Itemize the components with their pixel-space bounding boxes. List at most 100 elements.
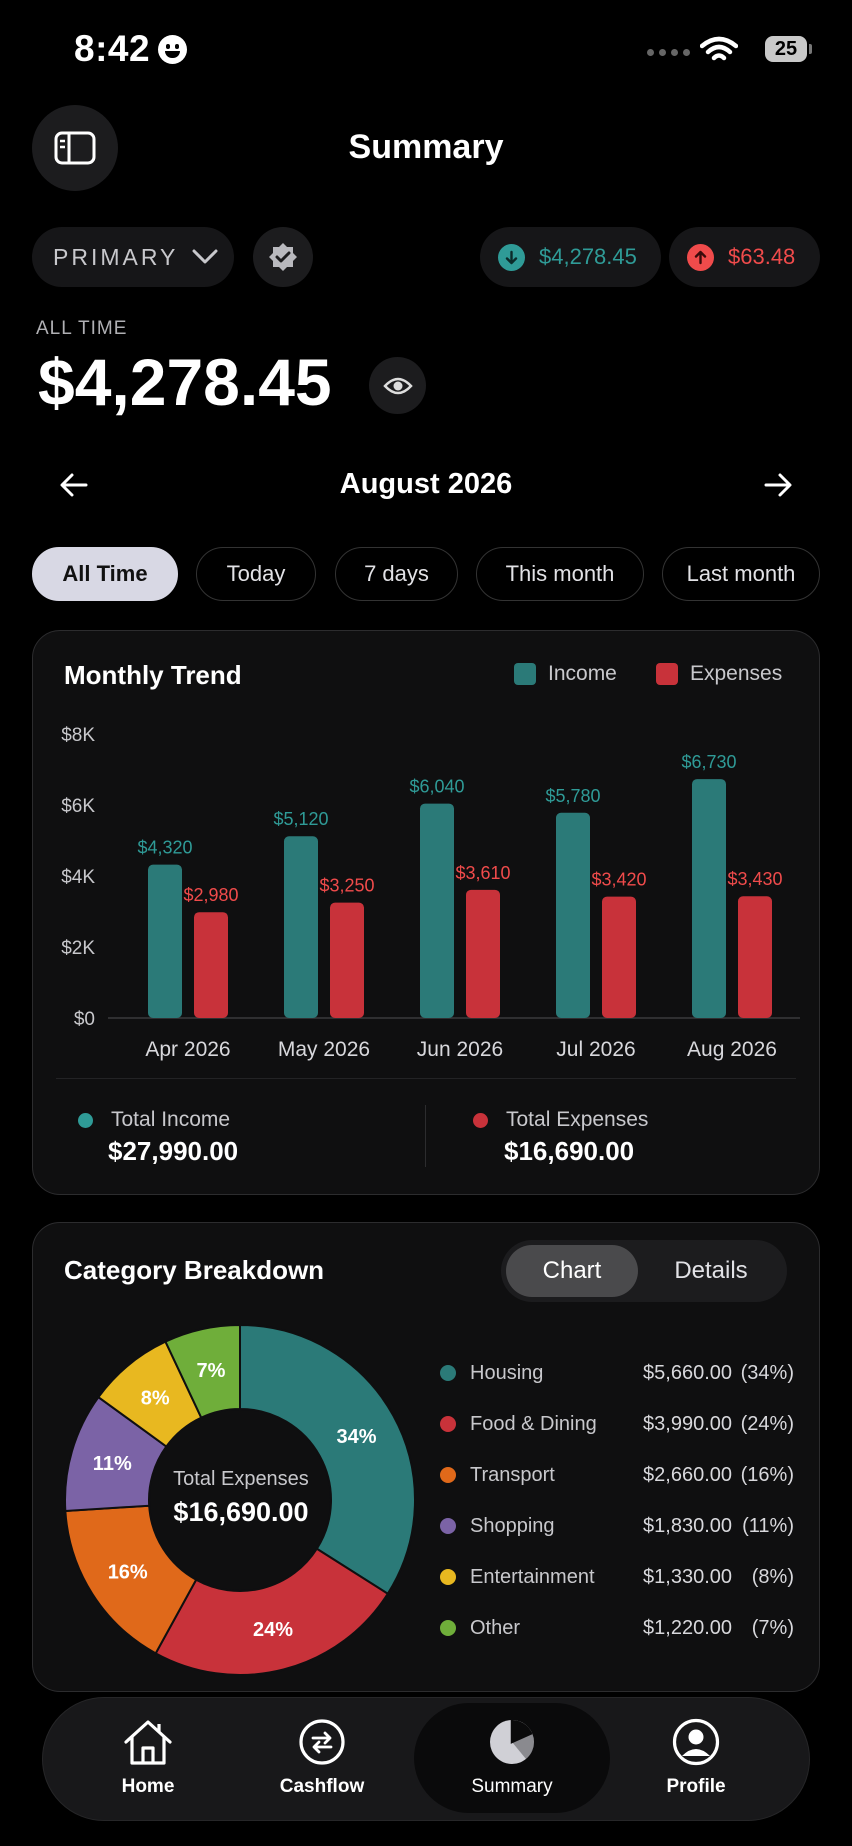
- sidebar-toggle-button[interactable]: [32, 105, 118, 191]
- x-tick-label: Jul 2026: [556, 1038, 635, 1061]
- expense-bar: [602, 896, 636, 1018]
- balance-label: ALL TIME: [36, 318, 128, 339]
- chevron-down-icon: [192, 249, 218, 264]
- expenses-dot: [473, 1112, 488, 1128]
- bar-value-label: $5,780: [545, 786, 600, 806]
- category-amount: $3,990.00: [643, 1412, 732, 1435]
- donut-slice: [154, 1547, 390, 1676]
- donut-center-label: Total Expenses: [173, 1468, 309, 1490]
- income-summary-pill[interactable]: $4,278.45: [480, 227, 661, 287]
- total-expenses-value: $16,690.00: [504, 1136, 635, 1166]
- category-title: Category Breakdown: [64, 1255, 325, 1285]
- filter-all-time[interactable]: All Time: [32, 547, 178, 601]
- signal-icon: [647, 49, 690, 56]
- total-income-value: $27,990.00: [108, 1136, 239, 1166]
- income-swatch: [514, 663, 536, 685]
- page-title: Summary: [348, 128, 504, 166]
- tab-details[interactable]: Details: [674, 1257, 748, 1284]
- filter-today[interactable]: Today: [196, 547, 316, 601]
- category-name: Housing: [470, 1361, 544, 1384]
- category-row[interactable]: Other $1,220.00 (7%): [440, 1613, 794, 1643]
- income-bar: [284, 836, 318, 1018]
- category-dot: [440, 1365, 456, 1381]
- income-amount: $4,278.45: [539, 244, 637, 269]
- category-amount: $2,660.00: [643, 1463, 732, 1486]
- slice-label: 11%: [93, 1453, 132, 1475]
- x-tick-label: Apr 2026: [145, 1038, 230, 1061]
- category-dot: [440, 1416, 456, 1432]
- bar-value-label: $6,040: [409, 777, 464, 797]
- expense-summary-pill[interactable]: $63.48: [669, 227, 820, 287]
- category-row[interactable]: Entertainment $1,330.00 (8%): [440, 1562, 794, 1592]
- filter-last-month[interactable]: Last month: [662, 547, 820, 601]
- expense-amount: $63.48: [728, 244, 796, 269]
- sidebar-icon: [54, 131, 96, 165]
- category-percent: (7%): [751, 1616, 794, 1639]
- tab-chart[interactable]: Chart: [506, 1245, 638, 1297]
- nav-cashflow[interactable]: Cashflow: [262, 1703, 382, 1813]
- category-row[interactable]: Transport $2,660.00 (16%): [440, 1460, 794, 1490]
- home-icon: [124, 1720, 172, 1765]
- nav-summary[interactable]: Summary: [414, 1703, 610, 1813]
- category-amount: $1,830.00: [643, 1514, 732, 1537]
- expenses-swatch: [656, 663, 678, 685]
- verified-button[interactable]: [253, 227, 313, 287]
- wifi-icon: [700, 36, 738, 61]
- arrow-down-icon: [498, 243, 525, 271]
- category-dot: [440, 1467, 456, 1483]
- expense-bar: [194, 912, 228, 1018]
- category-row[interactable]: Housing $5,660.00 (34%): [440, 1358, 794, 1388]
- bar-value-label: $3,610: [455, 863, 510, 883]
- donut-center-value: $16,690.00: [173, 1497, 309, 1527]
- nav-profile[interactable]: Profile: [636, 1703, 756, 1813]
- filter-7-days[interactable]: 7 days: [335, 547, 458, 601]
- category-percent: (24%): [740, 1412, 794, 1435]
- category-name: Food & Dining: [470, 1412, 597, 1435]
- trend-title: Monthly Trend: [64, 660, 242, 690]
- category-row[interactable]: Shopping $1,830.00 (11%): [440, 1511, 794, 1541]
- bar-value-label: $4,320: [137, 838, 192, 858]
- total-income: Total Income: [78, 1108, 230, 1132]
- profile-icon: [672, 1718, 720, 1766]
- expense-bar: [738, 896, 772, 1018]
- expense-bar: [330, 902, 364, 1018]
- y-tick-label: $6K: [61, 796, 95, 817]
- filter-this-month[interactable]: This month: [476, 547, 644, 601]
- previous-month-button[interactable]: [58, 468, 92, 502]
- legend-expenses: Expenses: [656, 662, 782, 686]
- total-expenses: Total Expenses: [473, 1108, 648, 1132]
- slice-label: 7%: [197, 1360, 226, 1382]
- view-toggle: Chart Details: [501, 1240, 787, 1302]
- donut-slice: [239, 1323, 416, 1596]
- category-dot: [440, 1620, 456, 1636]
- slice-label: 8%: [141, 1388, 170, 1410]
- eye-icon: [382, 377, 413, 394]
- category-percent: (8%): [751, 1565, 794, 1588]
- bar-value-label: $2,980: [183, 885, 238, 905]
- monthly-trend-chart: $0 $2K $4K $6K $8K $4,320 $2,980 Apr 2026 $5,120…: [61, 725, 800, 1061]
- donut-slice: [164, 1323, 241, 1419]
- pie-chart-icon: [490, 1720, 534, 1764]
- account-selector[interactable]: PRIMARY: [32, 227, 234, 287]
- bar-value-label: $6,730: [681, 752, 736, 772]
- legend-income-label: Income: [548, 662, 617, 685]
- arrow-up-icon: [687, 243, 714, 271]
- category-name: Other: [470, 1616, 521, 1639]
- current-month: August 2026: [339, 468, 513, 500]
- category-amount: $1,220.00: [643, 1616, 732, 1639]
- category-dot: [440, 1518, 456, 1534]
- bar-value-label: $3,430: [727, 869, 782, 889]
- income-dot: [78, 1112, 93, 1128]
- nav-summary-label: Summary: [471, 1776, 553, 1797]
- expense-bar: [466, 889, 500, 1018]
- y-tick-label: $0: [74, 1009, 95, 1030]
- x-tick-label: Aug 2026: [687, 1038, 777, 1061]
- category-percent: (11%): [742, 1514, 794, 1537]
- nav-home[interactable]: Home: [88, 1703, 208, 1813]
- smiley-icon: [158, 35, 187, 64]
- toggle-visibility-button[interactable]: [369, 357, 426, 414]
- next-month-button[interactable]: [760, 468, 794, 502]
- status-time: 8:42: [74, 28, 151, 69]
- category-row[interactable]: Food & Dining $3,990.00 (24%): [440, 1409, 794, 1439]
- slice-label: 34%: [337, 1426, 377, 1448]
